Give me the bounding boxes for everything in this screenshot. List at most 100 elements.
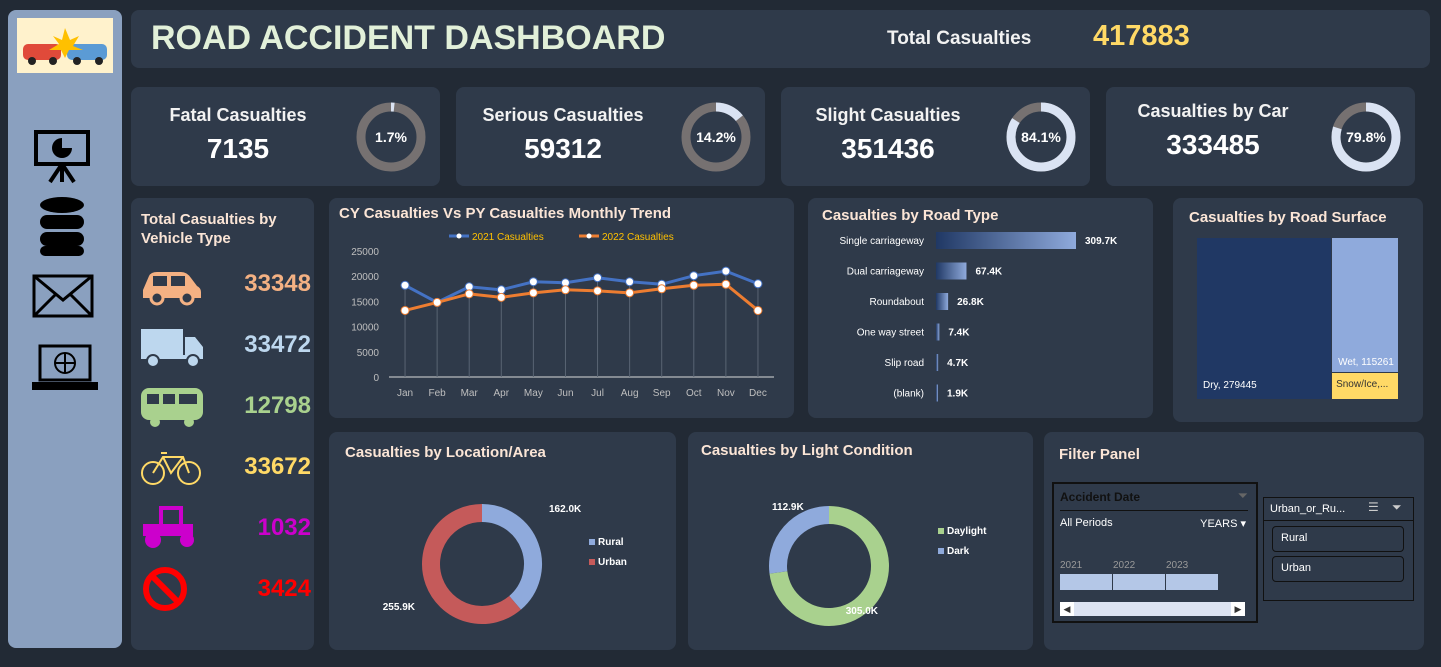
y-tick-label: 5000 (357, 348, 380, 359)
kpi-percent: 14.2% (696, 129, 736, 145)
slicer-item[interactable]: Rural (1272, 526, 1404, 552)
kpi-card: Casualties by Car 333485 79.8% (1106, 87, 1415, 186)
vehicle-row: 33472 (131, 321, 311, 371)
time-level-dropdown[interactable]: YEARS ▾ (1200, 518, 1246, 530)
bar-category-label: Dual carriageway (847, 267, 924, 278)
kpi-percent: 84.1% (1021, 129, 1061, 145)
timeline-scrollbar[interactable]: ◀ ▶ (1060, 602, 1245, 616)
timeline-year[interactable]: 2023 (1166, 560, 1218, 590)
kpi-donut: 1.7% (356, 102, 426, 172)
bar-category-label: One way street (857, 328, 924, 339)
legend-swatch (938, 528, 944, 534)
data-point (432, 297, 442, 307)
bar-value-label: 26.8K (957, 297, 984, 308)
slicer-title: Accident Date (1060, 490, 1141, 504)
bar (936, 262, 967, 280)
location-title: Casualties by Location/Area (345, 444, 546, 461)
slicer-title: Urban_or_Ru... (1270, 503, 1346, 515)
multi-select-icon[interactable]: ☰ (1368, 500, 1379, 514)
mail-icon[interactable] (32, 274, 94, 318)
slicer-item-label: Rural (1281, 532, 1308, 544)
filter-title: Filter Panel (1059, 446, 1140, 463)
bar-value-label: 1.9K (947, 389, 969, 400)
y-tick-label: 20000 (351, 272, 379, 283)
series-line (404, 269, 759, 305)
treemap-tile: Snow/Ice,... (1332, 372, 1398, 399)
legend-swatch (589, 539, 595, 545)
treemap-tile: Wet, 115261 (1332, 238, 1398, 372)
bar (936, 384, 938, 402)
data-point (496, 292, 506, 302)
scroll-left-arrow[interactable]: ◀ (1060, 602, 1074, 616)
vehicle-count: 12798 (244, 392, 311, 419)
urban-rural-slicer: Urban_or_Ru... ☰ ⏷ Rural Urban (1263, 497, 1414, 601)
kpi-card: Fatal Casualties 7135 1.7% (131, 87, 440, 186)
year-label: 2021 (1060, 560, 1083, 571)
donut-slice (481, 504, 542, 610)
sidebar (8, 10, 122, 648)
year-bar[interactable] (1060, 574, 1112, 590)
location-card: Casualties by Location/Area 162.0K Rural 2… (329, 432, 676, 650)
monthly-trend-card: CY Casualties Vs PY Casualties Monthly T… (329, 198, 794, 418)
donut-fill (356, 102, 426, 172)
data-point (753, 279, 763, 289)
legend-label: Daylight (947, 526, 987, 537)
legend-marker (456, 233, 462, 239)
legend-label: 2022 Casualties (602, 232, 674, 243)
prohibited-icon (143, 567, 187, 611)
y-tick-label: 15000 (351, 297, 379, 308)
vehicle-row: 33672 (131, 443, 311, 493)
time-level-value: YEARS (1200, 518, 1238, 530)
data-point (721, 266, 731, 276)
kpi-value: 351436 (841, 133, 935, 164)
tile-label: Dry, 279445 (1203, 380, 1257, 391)
year-bar[interactable] (1166, 574, 1218, 590)
bar-category-label: Single carriageway (840, 236, 925, 247)
clear-filter-icon[interactable]: ⏷ (1392, 500, 1402, 514)
accident-date-slicer[interactable]: Accident Date ⏷ All Periods YEARS ▾ 2021… (1052, 482, 1258, 623)
vehicle-row: 33348 (131, 260, 311, 310)
legend-swatch (938, 548, 944, 554)
kpi-label: Fatal Casualties (169, 105, 307, 125)
year-bar[interactable] (1113, 574, 1165, 590)
timeline-year[interactable]: 2021 (1060, 560, 1112, 590)
clear-filter-icon[interactable]: ⏷ (1237, 488, 1248, 503)
slice-value-label: 162.0K (549, 504, 582, 515)
x-tick-label: Feb (429, 388, 447, 399)
data-point (625, 277, 635, 287)
kpi-label: Slight Casualties (815, 105, 961, 125)
kpi-donut: 14.2% (681, 102, 751, 172)
vehicle-count: 3424 (257, 575, 311, 602)
page-title: ROAD ACCIDENT DASHBOARD (151, 19, 666, 57)
database-icon[interactable] (38, 196, 86, 258)
year-label: 2023 (1166, 560, 1189, 571)
road-type-chart: Single carriageway 309.7K Dual carriageway… (840, 232, 1118, 402)
slice-value-label: 305.0K (846, 606, 879, 617)
timeline-year[interactable]: 2022 (1113, 560, 1165, 590)
x-tick-label: Jan (397, 388, 413, 399)
tractor-icon (143, 506, 194, 548)
kpi-value: 333485 (1166, 129, 1260, 160)
bicycle-icon (141, 452, 201, 485)
slicer-item[interactable]: Urban (1272, 556, 1404, 582)
presentation-icon[interactable] (32, 128, 92, 184)
treemap-tile: Dry, 279445 (1197, 238, 1332, 399)
series-line (404, 282, 759, 312)
data-point (400, 280, 410, 290)
scroll-right-arrow[interactable]: ▶ (1231, 602, 1245, 616)
data-point (560, 285, 570, 295)
data-point (464, 289, 474, 299)
x-tick-label: Jul (591, 388, 604, 399)
donut-slice (422, 504, 521, 624)
data-point (496, 285, 506, 295)
kpi-percent: 1.7% (375, 129, 407, 145)
laptop-globe-icon[interactable] (30, 344, 100, 392)
bar-category-label: Roundabout (870, 297, 925, 308)
kpi-value: 7135 (206, 133, 270, 164)
road-surface-treemap: Dry, 279445 Wet, 115261 Snow/Ice,... (1197, 238, 1399, 400)
total-casualties-label: Total Casualties (887, 28, 1032, 49)
light-donut-chart: 305.0K Daylight 112.9K Dark (769, 502, 987, 626)
y-tick-label: 10000 (351, 323, 379, 334)
header-bar: ROAD ACCIDENT DASHBOARD Total Casualties… (131, 10, 1430, 68)
x-tick-label: May (524, 388, 543, 399)
